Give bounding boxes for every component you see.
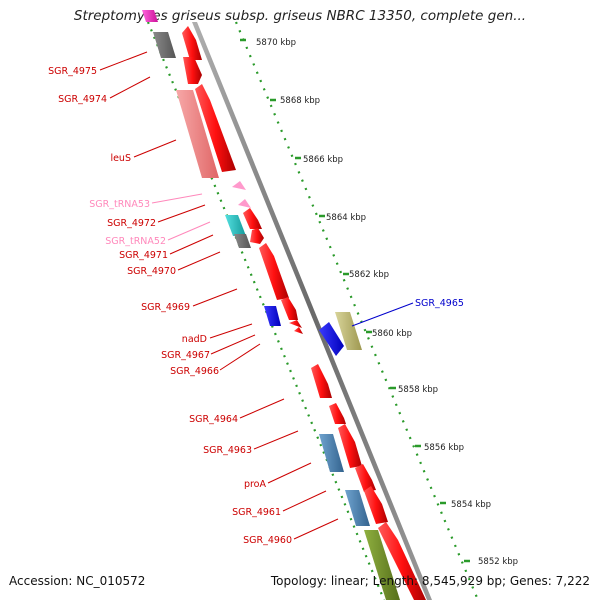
genome-backbone <box>192 22 432 600</box>
feature-sgr4971-gray[interactable] <box>234 234 251 248</box>
cds-arrow-leus[interactable] <box>195 84 236 172</box>
feature-sgr4975[interactable] <box>153 32 176 58</box>
gene-label-sgr4972[interactable]: SGR_4972 <box>107 218 156 229</box>
gene-label-sgr4965[interactable]: SGR_4965 <box>415 298 464 309</box>
gene-label-nadd[interactable]: nadD <box>182 334 207 345</box>
feature-leus[interactable] <box>176 90 219 178</box>
gene-label-sgr4970[interactable]: SGR_4970 <box>127 266 176 277</box>
tick-label-5852: 5852 kbp <box>478 557 518 567</box>
trna-arrow-52[interactable] <box>238 199 251 208</box>
cds-arrow-nadd[interactable] <box>289 320 302 328</box>
trna-arrow-53[interactable] <box>232 181 246 190</box>
cds-arrow-4960[interactable] <box>378 522 426 600</box>
feature-sgr4971-cyan[interactable] <box>225 215 246 236</box>
label-leaders <box>99 51 414 540</box>
gene-label-sgr-trna53[interactable]: SGR_tRNA53 <box>89 199 150 210</box>
cds-arrow-4974[interactable] <box>183 57 202 84</box>
genome-summary-text: Topology: linear; Length: 8,545,929 bp; … <box>270 574 590 588</box>
tick-label-5866: 5866 kbp <box>303 155 343 165</box>
cds-arrow-4968[interactable] <box>281 297 298 320</box>
gene-label-sgr4963[interactable]: SGR_4963 <box>203 445 252 456</box>
cds-arrow-4963[interactable] <box>338 424 362 468</box>
tick-label-5860: 5860 kbp <box>372 329 412 339</box>
gene-label-proa[interactable]: proA <box>244 479 267 490</box>
gene-label-sgr4960[interactable]: SGR_4960 <box>243 535 292 546</box>
gene-label-sgr4964[interactable]: SGR_4964 <box>189 414 238 425</box>
feature-sgr4961-steel[interactable] <box>345 490 370 526</box>
feature-sgr4963-steel[interactable] <box>319 434 344 472</box>
cds-arrow-4972[interactable] <box>243 208 262 229</box>
feature-magenta-top[interactable] <box>142 10 158 22</box>
outer-ruler-line <box>234 21 480 600</box>
feature-sgr4960-olive[interactable] <box>364 530 400 600</box>
tick-label-5868: 5868 kbp <box>280 96 320 106</box>
accession-text: Accession: NC_010572 <box>9 574 146 588</box>
cds-arrow-proa[interactable] <box>355 464 376 492</box>
gene-label-sgr4967[interactable]: SGR_4967 <box>161 350 210 361</box>
map-title: Streptomyces griseus subsp. griseus NBRC… <box>73 8 527 24</box>
gene-label-sgr4974[interactable]: SGR_4974 <box>58 94 107 105</box>
tick-label-5858: 5858 kbp <box>398 385 438 395</box>
cds-arrow-4969[interactable] <box>259 243 289 300</box>
cds-arrow-4964[interactable] <box>311 364 332 398</box>
gene-label-sgr-trna52[interactable]: SGR_tRNA52 <box>105 236 166 247</box>
cds-arrow-4964b[interactable] <box>329 403 346 424</box>
cds-arrow-4970[interactable] <box>250 228 264 244</box>
gene-label-sgr4971[interactable]: SGR_4971 <box>119 250 168 261</box>
ruler-ticks <box>240 38 470 563</box>
tick-label-5870: 5870 kbp <box>256 38 296 48</box>
feature-sgr4965-khaki[interactable] <box>335 312 362 350</box>
gene-label-sgr4969[interactable]: SGR_4969 <box>141 302 190 313</box>
cds-arrow-4975[interactable] <box>182 26 202 60</box>
tick-label-5864: 5864 kbp <box>326 213 366 223</box>
tick-label-5856: 5856 kbp <box>424 443 464 453</box>
tick-label-5854: 5854 kbp <box>451 500 491 510</box>
cds-arrows <box>182 26 426 600</box>
gene-label-sgr4975[interactable]: SGR_4975 <box>48 66 97 77</box>
gene-label-sgr4966[interactable]: SGR_4966 <box>170 366 219 377</box>
feature-sgr4965-blue[interactable] <box>319 322 344 356</box>
cds-arrow-4961[interactable] <box>364 486 388 524</box>
cds-arrow-4967[interactable] <box>294 327 303 334</box>
gene-label-leus[interactable]: leuS <box>110 153 131 164</box>
gene-label-sgr4961[interactable]: SGR_4961 <box>232 507 281 518</box>
feature-sgr4969-blue[interactable] <box>264 306 281 326</box>
tick-label-5862: 5862 kbp <box>349 270 389 280</box>
